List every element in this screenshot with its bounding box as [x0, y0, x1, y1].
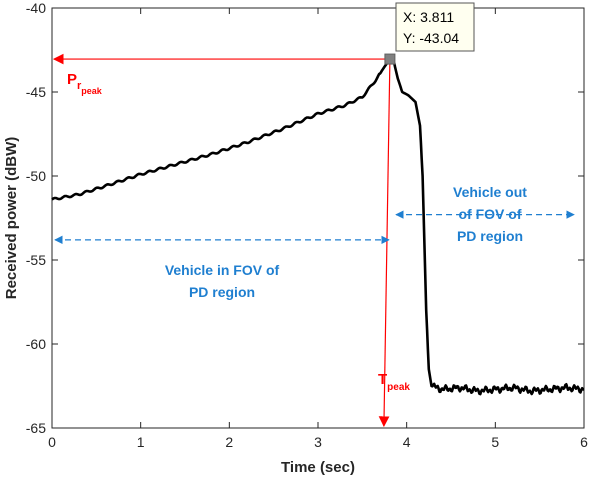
t-main: T [378, 371, 387, 388]
y-tick-label: -45 [26, 84, 46, 100]
p-sub2: peak [81, 86, 103, 96]
x-tick-label: 2 [225, 434, 233, 450]
x-tick-label: 6 [580, 434, 588, 450]
x-tick-label: 4 [403, 434, 411, 450]
y-axis-label: Received power (dBW) [3, 137, 20, 300]
p-sub1: r [77, 80, 82, 92]
datatip-x: X: 3.811 [403, 9, 454, 25]
y-tick-label: -60 [26, 336, 46, 352]
out-fov-label-line2: of FOV of [459, 206, 522, 222]
x-tick-label: 0 [48, 434, 56, 450]
y-axis: -40 -45 -50 -55 -60 -65 [26, 0, 584, 436]
x-tick-label: 5 [491, 434, 499, 450]
p-peak-label: Prpeak [67, 71, 103, 96]
series-layer [51, 53, 585, 396]
out-fov-label-line1: Vehicle out [453, 184, 527, 200]
x-axis: 0 1 2 3 4 5 6 [48, 8, 588, 450]
x-tick-label: 1 [137, 434, 145, 450]
p-main: P [67, 71, 77, 88]
y-tick-label: -65 [26, 420, 46, 436]
datatip-y: Y: -43.04 [403, 30, 459, 46]
datatip-marker [384, 53, 396, 65]
datatip: X: 3.811 Y: -43.04 [395, 2, 475, 52]
x-axis-label: Time (sec) [281, 459, 355, 476]
y-tick-label: -55 [26, 252, 46, 268]
datatip-box [395, 2, 475, 52]
series-line-0 [51, 57, 585, 396]
y-tick-label: -50 [26, 168, 46, 184]
t-sub: peak [387, 382, 410, 393]
x-tick-label: 3 [314, 434, 322, 450]
y-tick-label: -40 [26, 0, 46, 16]
in-fov-label-line2: PD region [189, 284, 255, 300]
out-fov-label-line3: PD region [457, 228, 523, 244]
in-fov-label-line1: Vehicle in FOV of [165, 262, 280, 278]
annotation-layer [52, 53, 575, 428]
t-peak-label: Tpeak [378, 371, 410, 393]
